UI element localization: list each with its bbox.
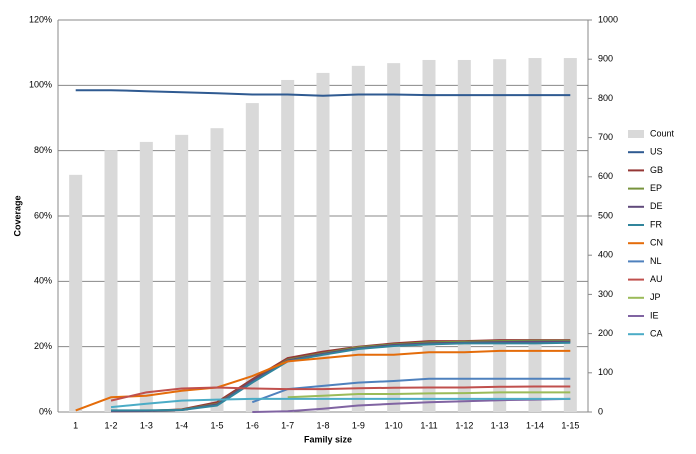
y-tick-label: 80% — [34, 145, 52, 155]
x-tick-label: 1-6 — [246, 420, 259, 430]
bar — [175, 134, 189, 412]
legend-label: IE — [650, 310, 659, 320]
line — [111, 341, 571, 412]
legend-label: Count — [650, 128, 675, 138]
bar — [528, 58, 542, 413]
y2-tick-label: 600 — [598, 171, 613, 181]
x-tick-label: 1 — [73, 420, 78, 430]
y2-tick-label: 500 — [598, 210, 613, 220]
bar — [493, 59, 507, 412]
line — [75, 89, 571, 97]
x-tick-label: 1-3 — [140, 420, 153, 430]
legend-label: AU — [650, 274, 663, 284]
line — [287, 391, 571, 399]
y2-tick-label: 300 — [598, 289, 613, 299]
x-tick-label: 1-8 — [316, 420, 329, 430]
bar — [351, 65, 365, 412]
bar — [104, 150, 118, 413]
y2-tick-label: 0 — [598, 406, 603, 416]
x-tick-label: 1-4 — [175, 420, 188, 430]
x-axis-title: Family size — [304, 434, 352, 444]
y-axis-title: Coverage — [12, 195, 22, 236]
y2-tick-label: 800 — [598, 93, 613, 103]
y-tick-label: 40% — [34, 276, 52, 286]
y-tick-label: 20% — [34, 341, 52, 351]
bar — [139, 141, 153, 413]
y-tick-label: 100% — [29, 80, 52, 90]
x-tick-label: 1-5 — [210, 420, 223, 430]
y2-tick-label: 1000 — [598, 14, 618, 24]
line — [75, 349, 571, 412]
y2-tick-label: 400 — [598, 250, 613, 260]
x-tick-label: 1-11 — [420, 420, 437, 430]
y2-tick-label: 700 — [598, 132, 613, 142]
line — [251, 377, 571, 404]
legend-swatch — [628, 130, 644, 138]
x-tick-label: 1-13 — [491, 420, 509, 430]
x-tick-label: 1-2 — [104, 420, 117, 430]
bar — [387, 63, 401, 413]
bar — [316, 72, 330, 413]
x-tick-label: 1-15 — [561, 420, 579, 430]
x-tick-label: 1-10 — [385, 420, 403, 430]
legend-label: NL — [650, 256, 662, 266]
line — [110, 397, 571, 409]
y2-tick-label: 900 — [598, 54, 613, 64]
legend-label: FR — [650, 219, 662, 229]
x-tick-label: 1-14 — [526, 420, 544, 430]
legend-label: CA — [650, 329, 663, 339]
bar — [281, 79, 295, 412]
y-tick-label: 120% — [29, 14, 52, 24]
bar — [69, 174, 83, 412]
x-tick-label: 1-12 — [455, 420, 473, 430]
y-tick-label: 60% — [34, 210, 52, 220]
legend-label: GB — [650, 165, 663, 175]
y2-tick-label: 200 — [598, 328, 613, 338]
y2-tick-label: 100 — [598, 367, 613, 377]
line — [252, 397, 571, 413]
x-tick-label: 1-7 — [281, 420, 294, 430]
legend-label: DE — [650, 201, 663, 211]
legend-label: JP — [650, 292, 661, 302]
y-tick-label: 0% — [39, 406, 52, 416]
legend-label: US — [650, 147, 663, 157]
bar — [422, 59, 436, 412]
bar — [457, 59, 471, 412]
x-tick-label: 1-9 — [352, 420, 365, 430]
bar — [245, 103, 259, 412]
legend-label: CN — [650, 238, 663, 248]
line — [110, 385, 571, 402]
legend-label: EP — [650, 183, 662, 193]
bar — [210, 128, 224, 412]
bar — [563, 58, 577, 413]
